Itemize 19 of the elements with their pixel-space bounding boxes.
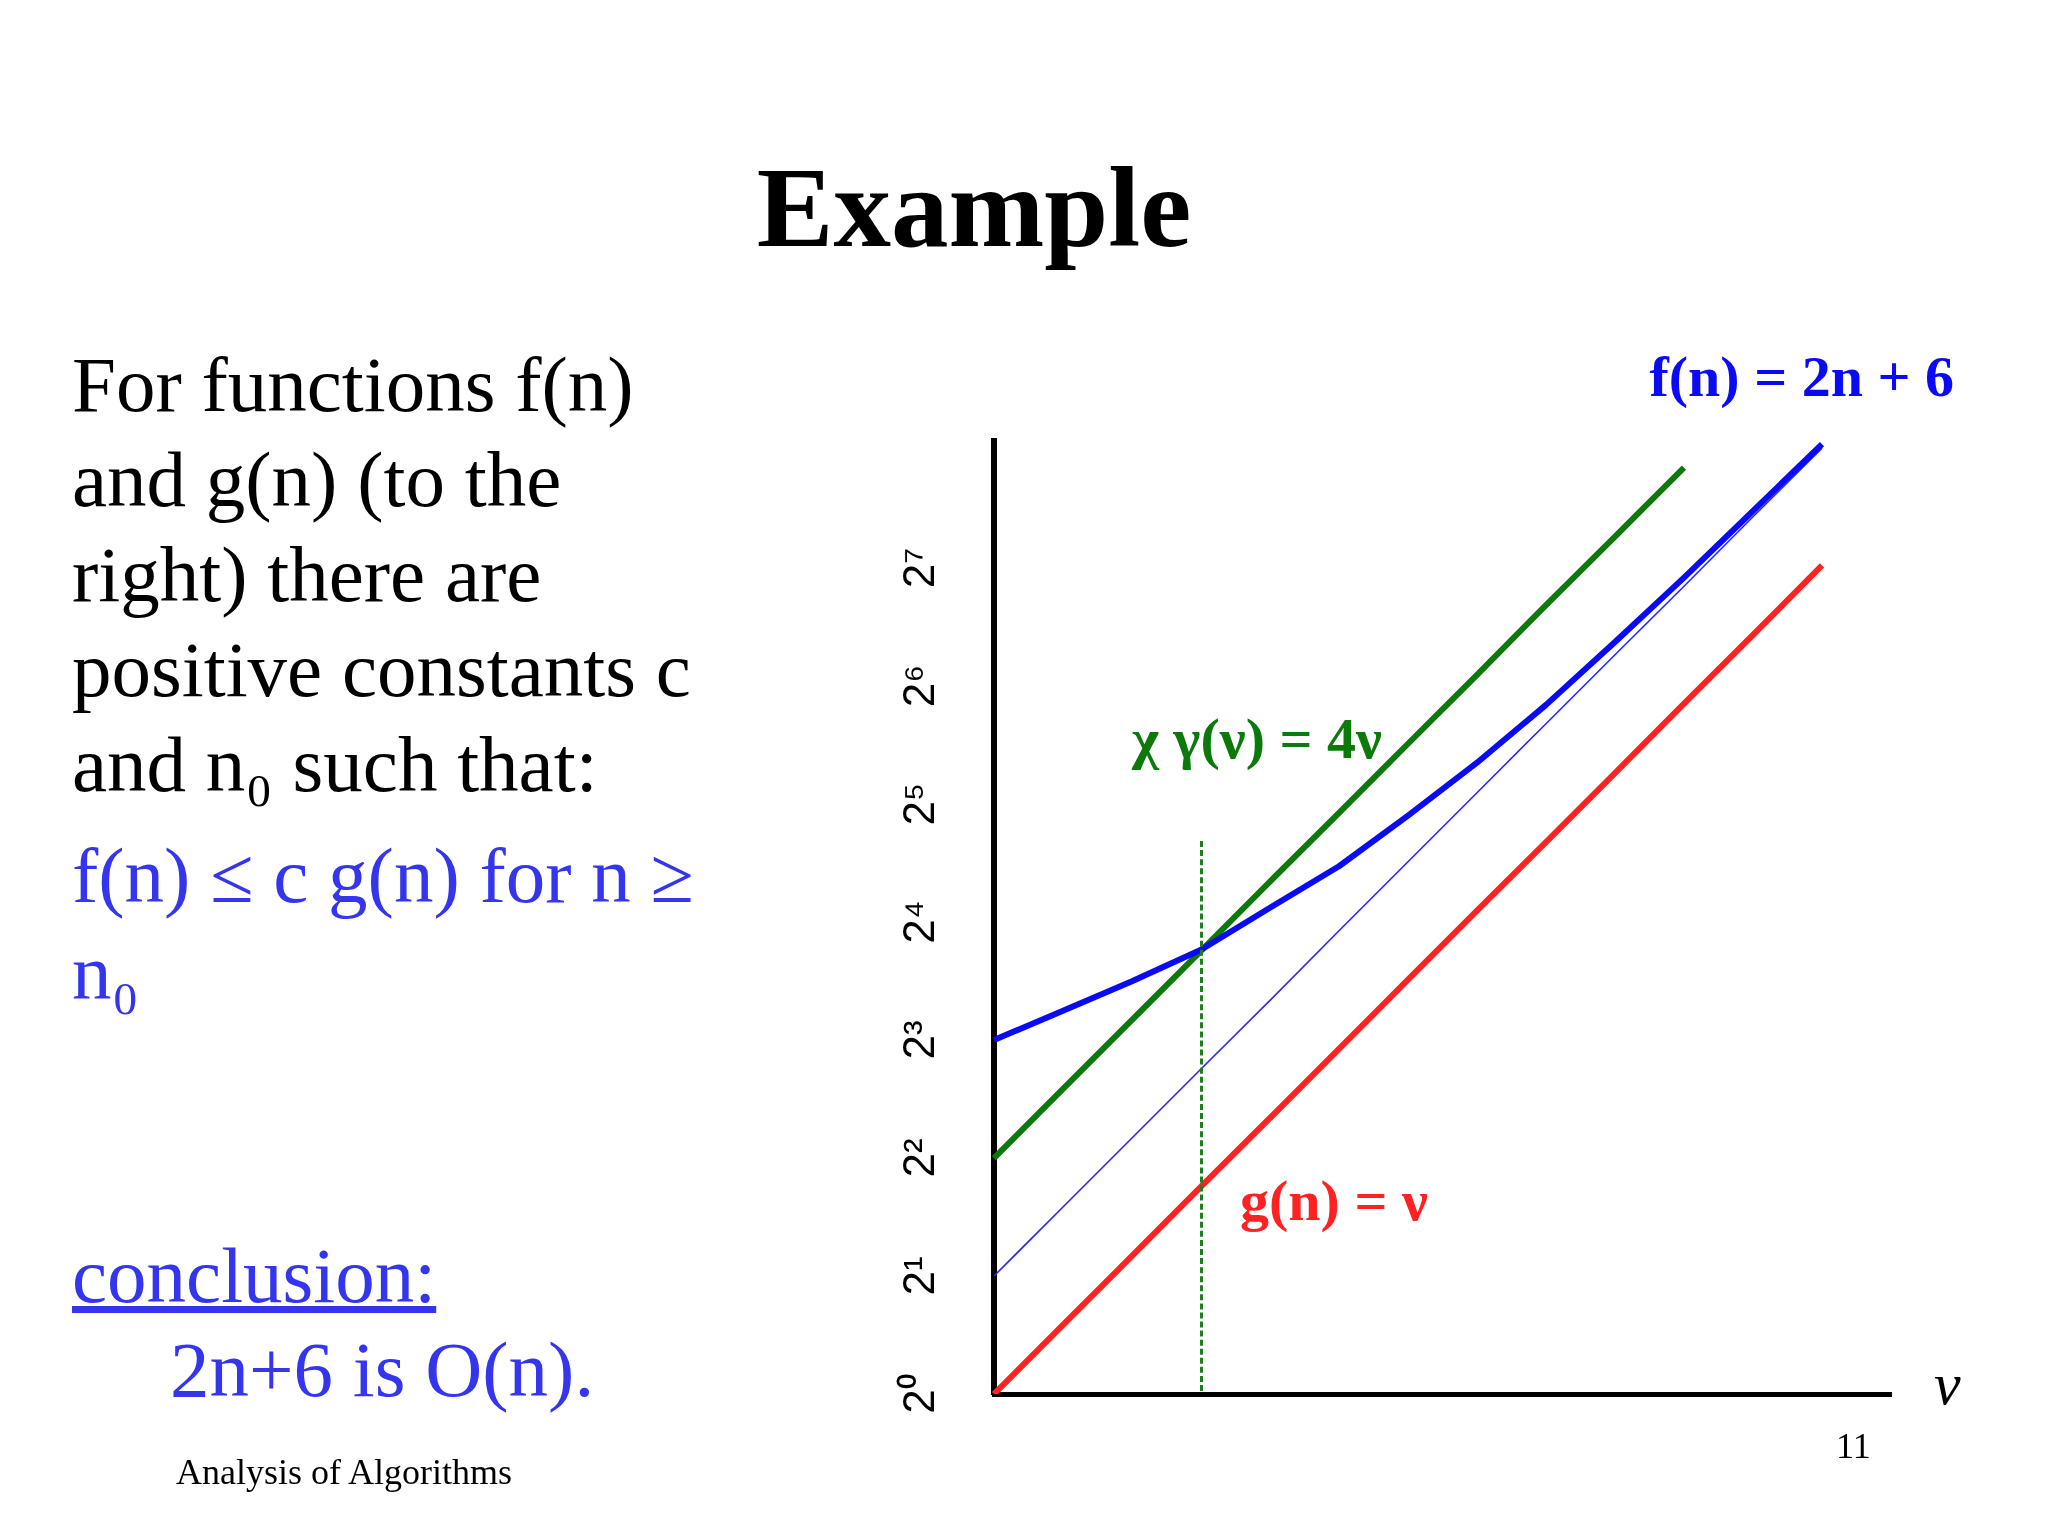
y-tick-label: 2⁷ — [894, 547, 944, 589]
y-tick-label: 2⁰ — [894, 1374, 944, 1414]
text: For functions f(n) and g(n) (to the right) there are positive constants c and n₀ such that: — [72, 340, 692, 810]
text: conclusion: — [72, 1231, 437, 1321]
y-tick-label: 2⁴ — [894, 900, 944, 944]
y-tick-label: 2¹ — [894, 1256, 944, 1296]
series-label: χ γ(ν) = 4ν — [1131, 705, 1383, 771]
y-tick-label: 2⁶ — [894, 664, 944, 708]
text: Analysis of Algorithms — [176, 1452, 513, 1492]
series-label: f(n) = 2n + 6 — [1649, 344, 1954, 410]
y-tick-label: 2⁵ — [894, 782, 944, 826]
chart-title: Example — [755, 144, 1193, 271]
y-tick-label: 2³ — [894, 1020, 944, 1060]
text: 2n+6 is O(n). — [170, 1325, 595, 1415]
x-axis-title: ν — [1934, 1351, 1961, 1417]
text: 11 — [1836, 1426, 1871, 1466]
text: f(n) ≤ c g(n) for n ≥ n₀ — [72, 831, 695, 1018]
series-label: g(n) = ν — [1240, 1167, 1428, 1233]
y-tick-label: 2² — [894, 1138, 944, 1178]
